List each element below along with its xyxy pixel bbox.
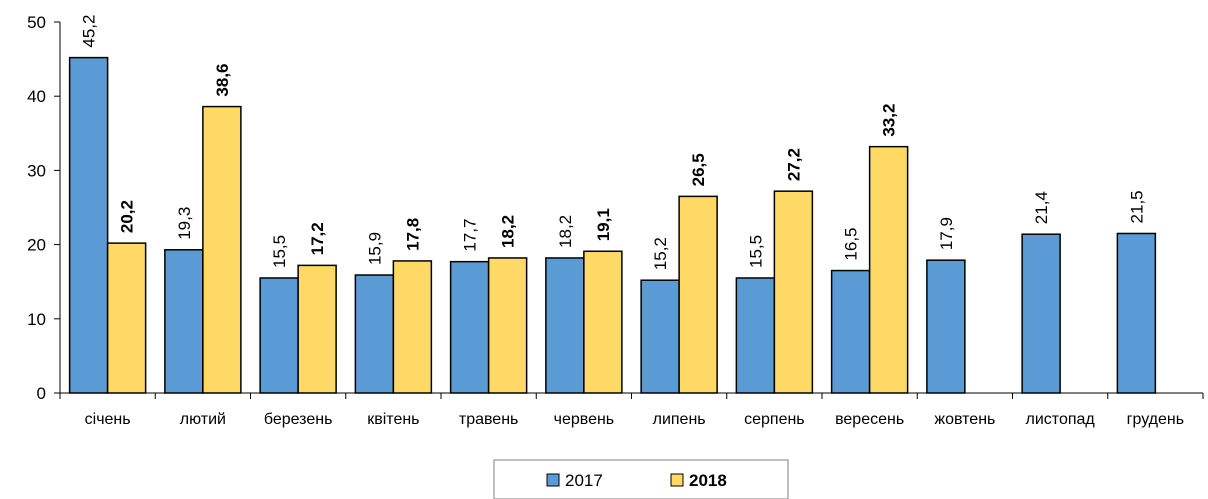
y-tick-label: 20 — [27, 236, 46, 255]
legend-label-2018: 2018 — [689, 471, 727, 490]
bar-2018 — [202, 105, 242, 394]
category-label: листопад — [1026, 411, 1096, 428]
y-tick-label: 10 — [27, 310, 46, 329]
category-label: квітень — [367, 411, 419, 428]
data-label: 45,2 — [80, 15, 99, 48]
bar-2017 — [926, 259, 966, 394]
bar-2018 — [868, 145, 909, 394]
data-label: 19,3 — [175, 207, 194, 240]
data-label: 26,5 — [689, 153, 708, 186]
axes: 0 10 20 30 40 50 — [27, 13, 1204, 403]
bar-2017 — [68, 56, 109, 394]
data-label: 21,4 — [1032, 191, 1051, 224]
data-label: 17,9 — [937, 217, 956, 250]
data-label: 17,7 — [461, 219, 480, 252]
legend: 2017 2018 — [493, 459, 789, 499]
category-label: жовтень — [934, 411, 995, 428]
bar-2017 — [545, 257, 585, 394]
data-label: 15,2 — [651, 237, 670, 270]
data-label: 18,2 — [499, 215, 518, 248]
y-tick-label: 0 — [37, 384, 46, 403]
category-label: вересень — [835, 411, 904, 428]
category-labels: січень лютий березень квітень травень червень… — [85, 411, 1184, 428]
category-label: червень — [554, 411, 615, 428]
bar-2017 — [640, 279, 680, 394]
y-tick-label: 50 — [27, 13, 46, 32]
bar-2018 — [297, 264, 337, 394]
legend-label-2017: 2017 — [565, 471, 603, 490]
data-label: 17,2 — [308, 222, 327, 255]
bar-2018 — [106, 242, 147, 394]
bar-2017 — [735, 277, 776, 394]
legend-swatch-2018 — [670, 473, 684, 487]
y-tick-label: 30 — [27, 161, 46, 180]
data-label: 15,5 — [746, 235, 765, 268]
bar-2017 — [830, 269, 871, 394]
bar-2018 — [392, 260, 433, 394]
data-label: 33,2 — [880, 104, 899, 137]
category-label: березень — [264, 411, 333, 428]
category-label: січень — [85, 411, 131, 428]
data-label: 20,2 — [118, 200, 137, 233]
category-label: серпень — [744, 411, 805, 428]
category-label: грудень — [1127, 411, 1184, 428]
bar-2017 — [1021, 233, 1061, 394]
bar-2018 — [583, 250, 623, 394]
legend-box — [493, 459, 789, 499]
y-tick-label: 40 — [27, 87, 46, 106]
bar-2018 — [678, 195, 718, 394]
bar-2017 — [1116, 232, 1157, 394]
legend-swatch-2017 — [546, 473, 560, 487]
category-label: липень — [653, 411, 706, 428]
bar-2017 — [164, 249, 204, 394]
data-label: 16,5 — [842, 227, 861, 260]
data-label: 15,5 — [270, 235, 289, 268]
bar-2017 — [449, 260, 490, 394]
data-label: 27,2 — [784, 148, 803, 181]
category-label: травень — [459, 411, 519, 428]
bar-2017 — [259, 277, 299, 394]
data-label: 18,2 — [556, 215, 575, 248]
value-labels: 45,2 19,3 15,5 15,9 17,7 18,2 15,2 15,5 16,5 17,9… — [80, 15, 1147, 271]
data-label: 38,6 — [213, 63, 232, 96]
data-label: 15,9 — [365, 232, 384, 265]
bars — [68, 56, 1157, 394]
data-label: 19,1 — [594, 208, 613, 241]
bar-2018 — [773, 190, 814, 394]
category-label: лютий — [180, 411, 226, 428]
bar-2018 — [487, 257, 528, 394]
bar-2017 — [354, 274, 395, 394]
data-label: 21,5 — [1127, 190, 1146, 223]
data-label: 17,8 — [403, 218, 422, 251]
